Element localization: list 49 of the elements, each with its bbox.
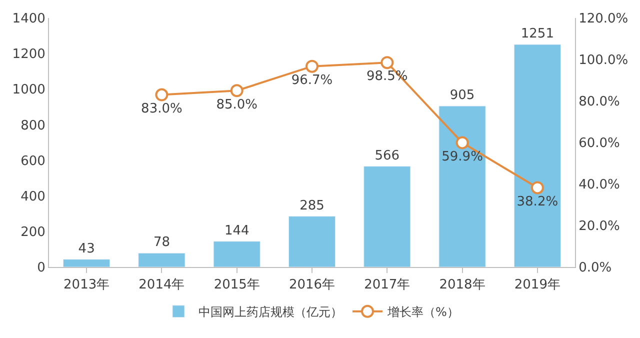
data-label: 144 xyxy=(224,223,250,238)
bar xyxy=(213,241,260,267)
x-tick-label: 2018年 xyxy=(439,278,486,293)
y2-tick-label: 60.0% xyxy=(578,136,620,152)
y2-tick-label: 100.0% xyxy=(578,53,628,68)
data-label: 38.2% xyxy=(516,194,558,210)
y2-tick-label: 20.0% xyxy=(578,219,620,234)
point xyxy=(380,56,394,70)
bar xyxy=(364,166,411,267)
y-tick-label: 600 xyxy=(20,154,46,169)
y-tick-label: 800 xyxy=(20,118,46,134)
data-label: 43 xyxy=(78,241,95,256)
legend-label: 增长率（%） xyxy=(386,305,459,320)
y2-tick-label: 120.0% xyxy=(578,12,628,27)
x-tick-label: 2015年 xyxy=(214,278,260,293)
y-tick-label: 0 xyxy=(37,260,46,276)
point xyxy=(456,136,469,150)
x-tick-label: 2016年 xyxy=(288,278,336,293)
data-label: 78 xyxy=(153,235,170,250)
data-label: 905 xyxy=(450,88,475,104)
point xyxy=(155,88,168,102)
data-label: 1251 xyxy=(520,26,554,42)
data-label: 85.0% xyxy=(216,97,258,112)
x-tick-label: 2014年 xyxy=(138,278,185,293)
y-tick-label: 1400 xyxy=(12,12,46,27)
legend-label: 中国网上药店规模（亿元） xyxy=(198,305,342,320)
bar xyxy=(514,44,561,267)
point xyxy=(530,181,544,194)
y-tick-label: 1000 xyxy=(12,82,46,98)
data-label: 96.7% xyxy=(291,72,333,88)
y2-tick-label: 40.0% xyxy=(578,178,620,193)
data-label: 59.9% xyxy=(442,149,483,164)
data-label: 285 xyxy=(300,198,324,214)
y-tick-label: 1200 xyxy=(12,47,46,62)
point xyxy=(306,60,318,73)
bar xyxy=(63,259,110,267)
y2-tick-label: 80.0% xyxy=(578,94,620,110)
y-tick-label: 200 xyxy=(20,224,46,240)
bar xyxy=(138,252,186,267)
bar xyxy=(438,106,486,267)
y2-tick-label: 0.0% xyxy=(578,260,612,276)
data-label: 566 xyxy=(374,148,400,164)
point xyxy=(230,84,244,98)
x-tick-label: 2017年 xyxy=(364,278,410,293)
x-tick-label: 2013年 xyxy=(64,278,110,293)
y-tick-label: 400 xyxy=(20,189,46,204)
bar xyxy=(288,216,336,267)
data-label: 83.0% xyxy=(141,101,182,116)
x-tick-label: 2019年 xyxy=(514,278,560,293)
